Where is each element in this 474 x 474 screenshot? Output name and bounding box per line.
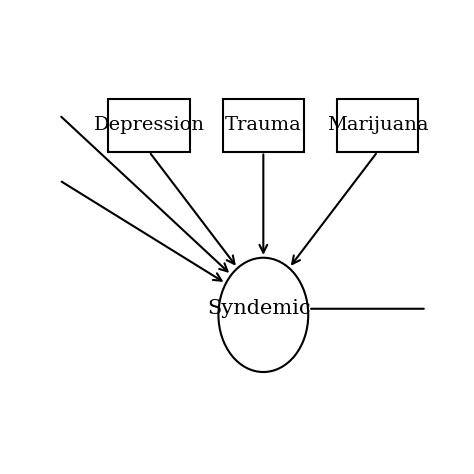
- Text: Marijuana: Marijuana: [327, 116, 428, 134]
- FancyBboxPatch shape: [222, 99, 304, 152]
- Text: Syndemic: Syndemic: [208, 299, 311, 318]
- FancyBboxPatch shape: [337, 99, 419, 152]
- Text: Trauma: Trauma: [225, 116, 302, 134]
- FancyBboxPatch shape: [108, 99, 190, 152]
- Text: Depression: Depression: [93, 116, 205, 134]
